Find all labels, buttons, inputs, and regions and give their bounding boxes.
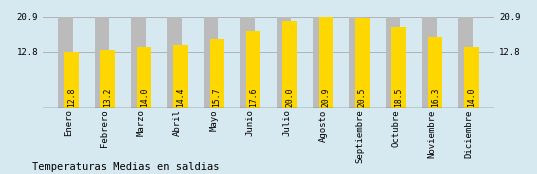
Bar	[319, 17, 333, 108]
Bar	[64, 52, 78, 108]
Bar	[95, 17, 109, 108]
Bar	[58, 17, 73, 108]
Text: 14.4: 14.4	[176, 87, 185, 106]
Bar	[240, 17, 255, 108]
Text: 17.6: 17.6	[249, 87, 258, 106]
Bar	[355, 18, 369, 108]
Text: 14.0: 14.0	[140, 87, 149, 106]
Text: 18.5: 18.5	[394, 87, 403, 106]
Text: 14.0: 14.0	[467, 87, 476, 106]
Bar	[349, 17, 364, 108]
Text: 13.2: 13.2	[103, 87, 112, 106]
Bar	[282, 21, 297, 108]
Bar	[100, 50, 115, 108]
Text: 20.0: 20.0	[285, 87, 294, 106]
Bar	[137, 47, 151, 108]
Text: Temperaturas Medias en saldias: Temperaturas Medias en saldias	[32, 162, 220, 172]
Bar	[313, 17, 328, 108]
Bar	[391, 27, 406, 108]
Bar	[131, 17, 146, 108]
Bar	[464, 47, 479, 108]
Bar	[168, 17, 182, 108]
Bar	[459, 17, 473, 108]
Text: 20.9: 20.9	[322, 87, 330, 106]
Bar	[422, 17, 437, 108]
Bar	[246, 31, 260, 108]
Bar	[209, 39, 224, 108]
Text: 15.7: 15.7	[212, 87, 221, 106]
Bar	[386, 17, 400, 108]
Bar	[204, 17, 218, 108]
Bar	[428, 37, 442, 108]
Bar	[277, 17, 291, 108]
Text: 16.3: 16.3	[431, 87, 440, 106]
Text: 20.5: 20.5	[358, 87, 367, 106]
Bar	[173, 45, 188, 108]
Text: 12.8: 12.8	[67, 87, 76, 106]
